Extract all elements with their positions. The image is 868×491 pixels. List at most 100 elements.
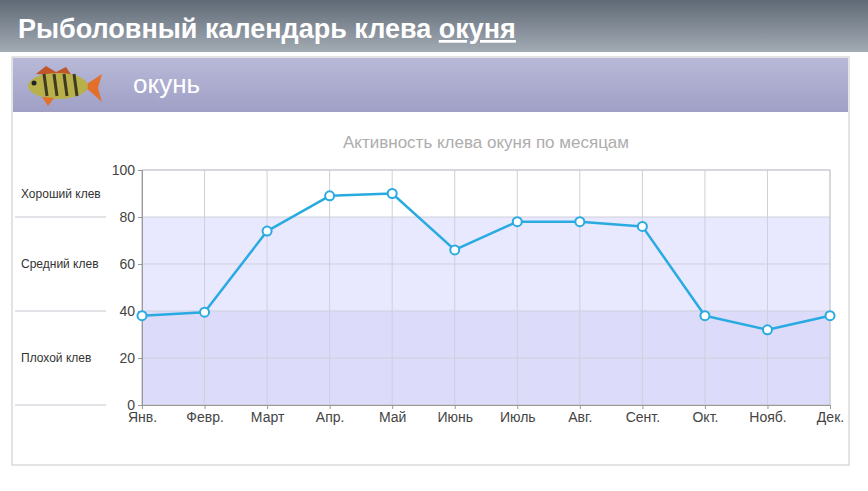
panel-header <box>13 58 848 112</box>
point <box>388 189 397 198</box>
y-tick-mark <box>138 264 142 265</box>
band-separator <box>15 405 106 406</box>
x-tick: Янв. <box>128 405 157 425</box>
fish-fin <box>42 97 54 106</box>
x-tick: Февр. <box>186 405 224 425</box>
x-tick: Нояб. <box>749 405 786 425</box>
grid-line-y <box>142 217 830 218</box>
band-separator <box>15 217 106 218</box>
band <box>142 217 830 311</box>
grid-line-y <box>142 264 830 265</box>
band-label: Плохой клев <box>21 351 91 365</box>
band <box>142 170 830 217</box>
y-tick-mark <box>138 170 142 171</box>
grid-line-x <box>329 170 330 405</box>
x-tick-label: Февр. <box>186 409 224 425</box>
point <box>700 311 709 320</box>
fish-stripe <box>64 74 67 96</box>
point <box>263 227 272 236</box>
y-tick-mark <box>138 358 142 359</box>
x-tick-label: Сент. <box>626 409 660 425</box>
band <box>142 311 830 405</box>
x-axis-line <box>143 406 831 410</box>
point <box>138 311 147 320</box>
grid-line-x <box>642 170 643 405</box>
x-tick-label: Июнь <box>437 409 473 425</box>
x-tick-label: Авг. <box>568 409 592 425</box>
grid-line-y <box>142 311 830 312</box>
y-tick-label: 20 <box>119 350 135 366</box>
fish-icon <box>28 66 102 106</box>
x-tick: Апр. <box>316 405 345 425</box>
header-title-text: Рыболовный календарь клева <box>18 14 432 44</box>
grid-line-x <box>704 170 705 405</box>
space <box>431 14 439 44</box>
x-tick: Июнь <box>437 405 473 425</box>
header-link[interactable]: окуня <box>439 14 516 44</box>
y-tick: 20 <box>119 350 142 366</box>
y-tick-label: 40 <box>119 303 135 319</box>
grid-line-x <box>517 170 518 405</box>
y-tick: 100 <box>112 162 142 178</box>
fish-stripe <box>54 74 57 96</box>
point <box>638 222 647 231</box>
fish-body <box>28 73 88 99</box>
x-tick: Дек. <box>817 405 844 425</box>
band-separator <box>15 311 106 312</box>
y-tick: 80 <box>119 209 142 225</box>
point <box>325 191 334 200</box>
y-tick-label: 100 <box>112 162 136 178</box>
grid-line-x <box>767 170 768 405</box>
fish-stripe <box>74 74 77 96</box>
grid-line-x <box>392 170 393 405</box>
x-tick: Окт. <box>692 405 718 425</box>
x-tick-label: Нояб. <box>749 409 786 425</box>
page: Рыболовный календарь клева окуня окунь Акт… <box>0 0 868 491</box>
x-tick-label: Март <box>251 409 285 425</box>
x-tick: Сент. <box>626 405 660 425</box>
bands <box>142 170 830 405</box>
fish-stripe <box>44 74 47 96</box>
x-tick: Март <box>251 405 285 425</box>
grid-line-x <box>267 170 268 405</box>
point <box>763 325 772 334</box>
y-tick: 60 <box>119 256 142 272</box>
x-tick-label: Июль <box>500 409 536 425</box>
x-tick-label: Янв. <box>128 409 157 425</box>
header-title: Рыболовный календарь клева окуня <box>18 14 516 44</box>
y-axis-line <box>138 171 143 406</box>
series-line <box>142 194 830 330</box>
grid-line-x <box>454 170 455 405</box>
panel <box>12 57 849 465</box>
x-tick-label: Май <box>379 409 406 425</box>
y-tick-label: 60 <box>119 256 135 272</box>
y-tick-mark <box>138 217 142 218</box>
x-axis: Янв. Февр. Март Апр. Май Июнь Июль Авг. Сент. Окт… <box>128 405 844 425</box>
x-tick: Июль <box>500 405 536 425</box>
x-tick: Май <box>379 405 406 425</box>
x-tick-label: Окт. <box>692 409 718 425</box>
header-bar <box>0 0 868 52</box>
grid-line-y <box>142 358 830 359</box>
marks <box>138 189 835 334</box>
grid <box>142 170 830 405</box>
x-tick: Авг. <box>568 405 592 425</box>
point <box>200 308 209 317</box>
x-tick-label: Апр. <box>316 409 345 425</box>
y-tick-label: 80 <box>119 209 135 225</box>
band-label: Хороший клев <box>21 187 101 201</box>
plot-frame <box>142 170 830 405</box>
band-label: Средний клев <box>21 257 99 271</box>
y-axis: 020406080100 <box>112 162 143 413</box>
point <box>513 217 522 226</box>
x-tick-label: Дек. <box>817 409 844 425</box>
point <box>826 311 835 320</box>
y-tick-mark <box>138 405 142 406</box>
chart-title: Активность клева окуня по месяцам <box>343 133 629 152</box>
grid-line-x <box>204 170 205 405</box>
grid-line-x <box>579 170 580 405</box>
point <box>450 245 459 254</box>
fish-eye <box>32 81 37 86</box>
panel-title: окунь <box>133 69 200 99</box>
point <box>575 217 584 226</box>
